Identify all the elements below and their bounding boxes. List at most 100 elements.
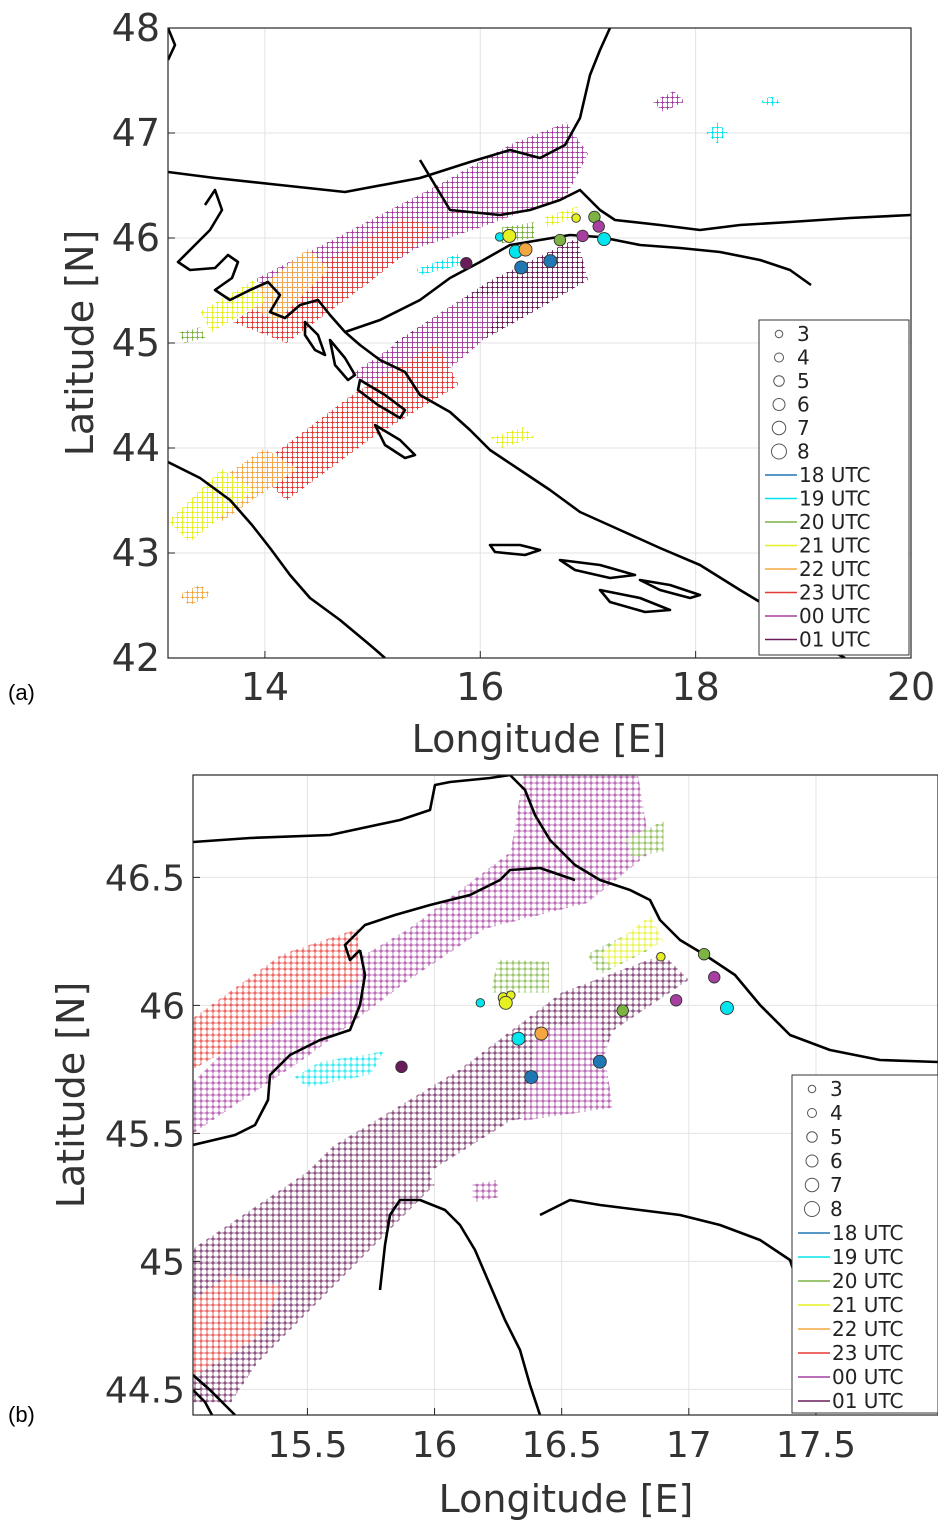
x-tick-label: 20: [887, 665, 935, 709]
legend-size-marker: [805, 1154, 819, 1168]
storm-region-00-utc: [472, 1179, 499, 1203]
legend-size-marker: [771, 443, 787, 460]
legend-size-marker: [773, 375, 785, 387]
legend-time-label: 20 UTC: [799, 510, 870, 534]
point-marker: [708, 971, 721, 984]
legend-size-label: 4: [830, 1101, 843, 1125]
border-bosnia-east-b: [539, 1198, 802, 1291]
point-marker: [592, 1054, 607, 1069]
x-tick-label: 16.5: [522, 1425, 602, 1466]
storm-region-23-utc: [254, 343, 459, 501]
y-tick-label: 45: [112, 321, 160, 365]
legend-size-label: 5: [830, 1125, 843, 1149]
x-tick-label: 14: [241, 665, 289, 709]
storm-region-22-utc: [178, 584, 212, 606]
storm-region-22-utc: [243, 248, 330, 322]
peninsula-peljesac: [638, 578, 702, 600]
border-bosnia-b: [378, 1198, 542, 1415]
point-marker: [720, 1001, 734, 1015]
point-marker: [576, 229, 589, 243]
x-tick-label: 16: [456, 665, 504, 709]
island-hvar: [558, 558, 637, 580]
point-marker: [571, 213, 581, 223]
y-tick-label: 45: [139, 1242, 185, 1283]
island-pag: [356, 378, 407, 420]
legend-time-label: 19 UTC: [799, 487, 870, 511]
panel-letter-a: (a): [8, 680, 35, 705]
legend-time-label: 00 UTC: [832, 1365, 903, 1389]
point-marker: [475, 998, 486, 1008]
point-marker: [460, 257, 473, 270]
point-marker: [697, 948, 711, 961]
legend-time-label: 01 UTC: [832, 1389, 903, 1413]
point-marker: [656, 952, 666, 962]
x-axis-label-b: Longitude [E]: [439, 1477, 694, 1521]
axes-box-b: [192, 774, 938, 1416]
legend-time-label: 22 UTC: [832, 1317, 903, 1341]
lightning-points-a: [460, 210, 612, 275]
coastline-italy-north: [168, 28, 612, 194]
y-tick-label: 42: [112, 636, 160, 680]
legend-time-label: 18 UTC: [832, 1221, 903, 1245]
x-axis-label-a: Longitude [E]: [412, 717, 667, 761]
coastlines-b: [193, 775, 938, 1415]
coast-sw-b: [193, 1374, 236, 1415]
storm-regions-b: [193, 775, 689, 1403]
point-marker: [498, 995, 513, 1010]
coast-sw2-b: [193, 1389, 214, 1415]
island-korcula: [598, 588, 672, 614]
island-brac: [488, 543, 542, 557]
legend-time-label: 23 UTC: [799, 581, 870, 605]
legend-time-label: 19 UTC: [832, 1245, 903, 1269]
legend-time-label: 21 UTC: [799, 534, 870, 558]
point-marker: [534, 1026, 549, 1041]
x-tick-label: 15.5: [267, 1425, 347, 1466]
y-tick-label: 44: [112, 426, 160, 470]
legend-size-marker: [804, 1201, 820, 1217]
coastline-adriatic-east: [176, 188, 846, 658]
point-marker: [597, 232, 612, 247]
legend-size-label: 8: [830, 1197, 843, 1221]
legend-size-marker: [774, 352, 784, 363]
storm-region-21-utc: [491, 427, 535, 448]
point-marker: [524, 1070, 539, 1085]
y-tick-label: 46: [112, 216, 160, 260]
point-marker: [514, 260, 529, 275]
storm-region-19-utc: [294, 1051, 384, 1088]
coastline-italy-east: [168, 460, 386, 658]
x-tick-label: 17: [666, 1425, 712, 1466]
storm-region-21-utc: [168, 469, 255, 543]
y-tick-label: 44.5: [105, 1370, 185, 1411]
point-marker: [511, 1031, 526, 1046]
storm-region-21-utc: [200, 280, 265, 333]
storm-region-20-utc: [178, 327, 206, 343]
storm-region-20-utc: [625, 821, 664, 857]
coast-north-small: [168, 28, 177, 61]
point-marker: [502, 228, 517, 243]
legend-size-label: 5: [797, 369, 810, 393]
legend-size-label: 7: [830, 1173, 843, 1197]
x-tick-label: 16: [412, 1425, 458, 1466]
storm-region-23-utc: [193, 928, 359, 1070]
lightning-points-b: [395, 948, 734, 1085]
storm-region-21-utc: [599, 915, 664, 967]
storm-region-23-utc: [193, 1274, 282, 1377]
storm-region-19-utc: [706, 122, 728, 144]
legend-time-label: 00 UTC: [799, 604, 870, 628]
y-tick-label: 48: [112, 6, 160, 50]
legend-size-marker: [807, 1084, 817, 1094]
x-tick-label: 17.5: [776, 1425, 856, 1466]
legend-time-label: 22 UTC: [799, 557, 870, 581]
legend-time-label: 21 UTC: [832, 1293, 903, 1317]
y-tick-label: 46.5: [105, 858, 185, 899]
legend-box: [758, 319, 910, 656]
border-slovenia-b: [343, 866, 576, 962]
storm-region-19-utc: [415, 253, 465, 275]
y-axis-label-b: Latitude [N]: [49, 982, 93, 1209]
storm-region-20-utc: [490, 959, 549, 993]
border-sava-b: [193, 949, 367, 1147]
